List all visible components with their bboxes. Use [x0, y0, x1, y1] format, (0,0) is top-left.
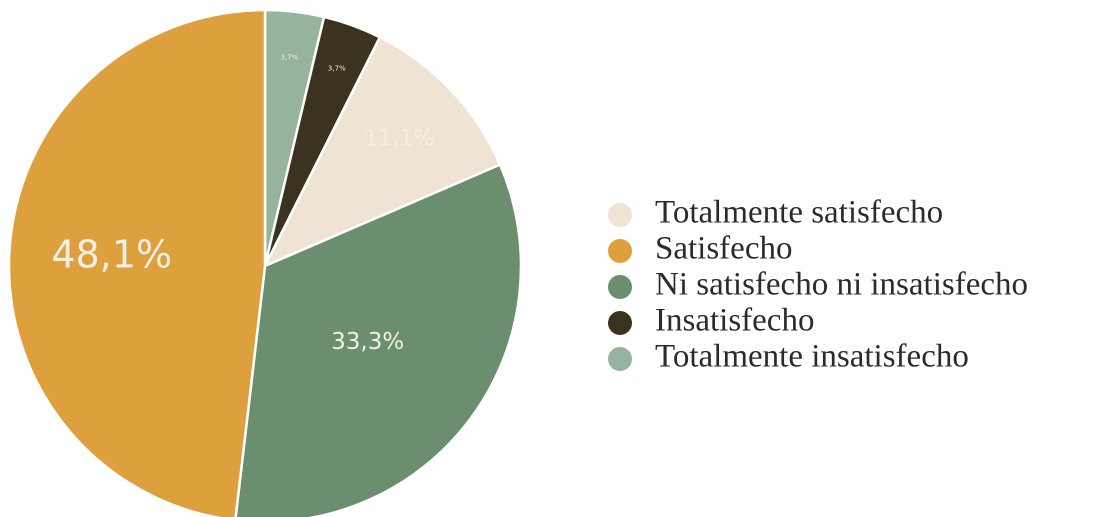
legend-label: Totalmente insatisfecho — [655, 339, 969, 375]
slice-labels: 3,7% 3,7% 11,1% 33,3% 48,1% — [51, 54, 434, 355]
slice-value-label: 3,7% — [328, 65, 346, 73]
legend-marker — [608, 239, 632, 263]
slice-value-label: 33,3% — [331, 329, 404, 355]
slice-value-label: 3,7% — [281, 54, 299, 62]
legend-label: Satisfecho — [655, 231, 792, 267]
pie-slice-satisfecho — [7, 8, 267, 517]
legend-label: Ni satisfecho ni insatisfecho — [655, 267, 1028, 303]
legend-label: Insatisfecho — [655, 303, 814, 339]
pie-slices — [7, 8, 523, 517]
legend-marker — [608, 311, 632, 335]
legend-label: Totalmente satisfecho — [655, 195, 943, 231]
pie-slice-totalmente-satisfecho — [263, 35, 502, 268]
pie-slice-ni-satisfecho-ni-insatisfecho — [234, 163, 523, 517]
legend-marker — [608, 275, 632, 299]
legend-marker — [608, 203, 632, 227]
slice-value-label: 11,1% — [364, 127, 434, 152]
slice-value-label: 48,1% — [51, 233, 172, 277]
legend-marker — [608, 347, 632, 371]
